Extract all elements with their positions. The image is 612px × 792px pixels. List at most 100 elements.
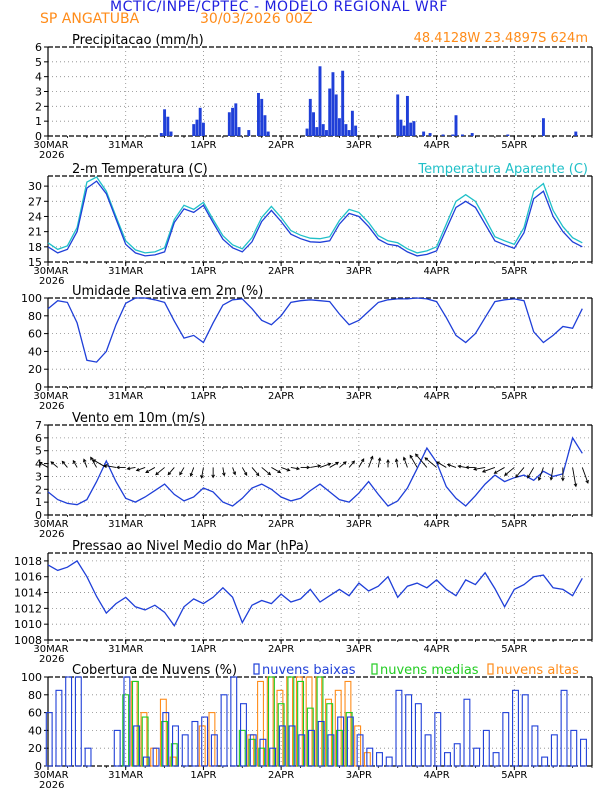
humidity-ytick-label: 100 [21, 292, 42, 305]
wind-arrow-head [277, 469, 282, 474]
pressure-xtick-label: 5APR [501, 644, 527, 655]
wind-arrow [409, 455, 418, 468]
wind-panel-title: Vento em 10m (m/s) [72, 411, 205, 426]
wind-arrow-head [200, 474, 204, 479]
pressure-ytick-label: 1012 [14, 602, 42, 615]
wind-arrow-head [457, 464, 462, 469]
precip-bar [451, 134, 455, 136]
wind-arrow-head [370, 455, 374, 460]
cloud-bar-nuvens-baixas [84, 747, 92, 767]
wind-arrow-head [92, 459, 97, 463]
humidity-ytick-label: 40 [28, 345, 42, 358]
wind-arrow [50, 461, 59, 468]
clouds-ytick-label: 0 [35, 760, 42, 773]
humidity-xtick-label: 3APR [346, 391, 372, 402]
humidity-ytick-label: 0 [35, 381, 42, 394]
cloud-bar-nuvens-baixas [346, 716, 354, 767]
cloud-bar-nuvens-baixas [560, 689, 568, 767]
wind-arrow [403, 457, 408, 468]
wind-arrow-head [343, 461, 347, 465]
precip-bar [454, 115, 458, 136]
wind-arrow [190, 467, 195, 477]
precip-ytick-label: 4 [35, 71, 42, 84]
apparent-temp-line [47, 176, 583, 254]
precip-bar [192, 124, 196, 136]
precip-ytick-label: 2 [35, 100, 42, 113]
wind-arrow-head [481, 469, 486, 473]
wind-arrow [368, 456, 374, 468]
precip-bar [541, 118, 545, 136]
precip-bar [328, 88, 332, 136]
wind-arrow [310, 465, 321, 468]
precip-bar [163, 109, 167, 136]
wind-arrow [527, 467, 535, 478]
cloud-bar-nuvens-baixas [580, 738, 587, 767]
precip-ytick-label: 5 [35, 56, 42, 69]
cloud-bar-nuvens-baixas [444, 752, 451, 767]
wind-xtick-label: 30MAR [33, 519, 68, 530]
legend-high-clouds: nuvens altas [496, 663, 579, 678]
precip-bar [247, 130, 251, 136]
precip-bar [409, 122, 413, 136]
cloud-bar-nuvens-baixas [405, 694, 413, 767]
precip-bar [344, 124, 348, 136]
pressure-xtick-label: 2APR [268, 644, 294, 655]
precip-bar [341, 70, 345, 136]
wind-arrow [395, 459, 399, 468]
wind-arrow [127, 466, 136, 470]
wind-arrow-head [360, 458, 365, 462]
legend-low-clouds-swatch [253, 663, 260, 675]
precip-xtick-label: 5APR [501, 140, 527, 151]
temperature-year-label: 2026 [39, 276, 64, 287]
clouds-panel-title: Cobertura de Nuvens (%) [72, 663, 237, 678]
temperature-xtick-label: 3APR [346, 266, 372, 277]
clouds-xtick-label: 3APR [346, 770, 372, 781]
cloud-bar-nuvens-baixas [181, 734, 189, 767]
precip-bar [428, 133, 432, 136]
precip-bar [347, 130, 351, 136]
wind-arrow [504, 467, 515, 476]
precip-bar [402, 125, 406, 136]
wind-arrow [61, 461, 68, 468]
wind-arrow-head [211, 474, 215, 479]
station-name: SP ANGATUBA [40, 11, 140, 27]
wind-arrow [415, 453, 428, 468]
wind-xtick-label: 31MAR [108, 519, 143, 530]
clouds-xtick-label: 30MAR [33, 770, 68, 781]
cloud-bar-nuvens-baixas [337, 716, 345, 767]
wind-arrow-head [537, 477, 542, 481]
cloud-bar-nuvens-baixas [502, 712, 510, 767]
wind-arrow [179, 467, 185, 475]
precip-bar [461, 134, 464, 136]
cloud-bar-nuvens-baixas [123, 676, 131, 767]
pressure-year-label: 2026 [39, 654, 64, 665]
pressure-xtick-label: 1APR [190, 644, 216, 655]
cloud-bar-nuvens-baixas [74, 676, 82, 767]
cloud-bar-nuvens-baixas [473, 747, 481, 767]
cloud-bar-nuvens-baixas [133, 725, 141, 767]
precip-bar [405, 95, 409, 136]
humidity-xtick-label: 5APR [501, 391, 527, 402]
cloud-bar-nuvens-baixas [463, 698, 471, 767]
cloud-bar-nuvens-baixas [385, 756, 393, 767]
wind-arrow [447, 463, 457, 468]
wind-speed-line [47, 436, 583, 507]
precip-xtick-label: 4APR [423, 140, 449, 151]
wind-arrow-head [561, 477, 565, 482]
wind-arrow [348, 460, 355, 468]
precip-bar [506, 134, 510, 136]
apparent-temp-legend: Temperatura Aparente (C) [417, 162, 588, 177]
cloud-bar-nuvens-baixas [45, 712, 53, 767]
precip-bar [257, 92, 260, 136]
wind-arrow-head [115, 465, 120, 470]
precip-bar [321, 124, 325, 136]
precip-bar [201, 122, 205, 136]
humidity-line [47, 297, 583, 363]
cloud-bar-nuvens-baixas [249, 734, 257, 767]
cloud-bar-nuvens-baixas [308, 729, 315, 767]
wind-ytick-label: 7 [35, 419, 42, 432]
wind-arrow [290, 466, 300, 470]
wind-ytick-label: 2 [35, 483, 42, 496]
wind-arrow [261, 467, 271, 476]
